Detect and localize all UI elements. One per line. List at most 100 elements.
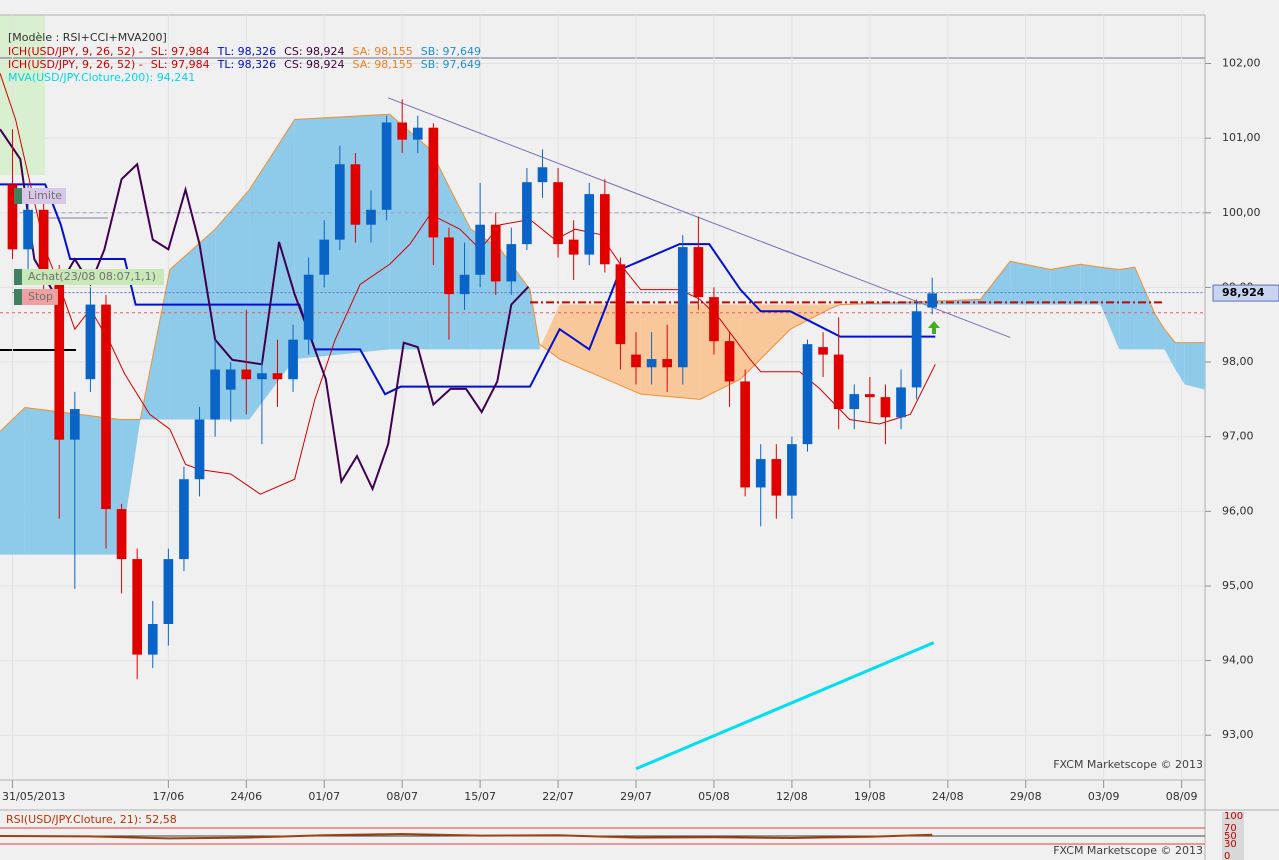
plot (0, 15, 1205, 780)
legend-entry: ICH(USD/JPY, 9, 26, 52) - (8, 45, 143, 58)
x-tick-label: 05/08 (698, 790, 730, 803)
order-box (14, 289, 58, 305)
candle-body (506, 244, 517, 282)
x-tick-label: 29/07 (620, 790, 652, 803)
candle-body (241, 369, 252, 380)
cloud-fill (740, 304, 791, 380)
y-tick-label: 97,00 (1222, 430, 1254, 443)
model-title: [Modèle : RSI+CCI+MVA200] (8, 31, 167, 44)
y-tick-label: 93,00 (1222, 728, 1254, 741)
cloud-fill (389, 114, 431, 350)
x-tick-label: 01/07 (308, 790, 340, 803)
candle-body (709, 297, 719, 342)
order-marker (14, 289, 22, 305)
candle-body (366, 209, 376, 225)
cloud-fill (24, 407, 121, 555)
watermark: FXCM Marketscope © 2013 (1053, 758, 1203, 771)
candle-body (210, 369, 220, 420)
legend-entry: MVA(USD/JPY.Cloture,200): 94,241 (8, 71, 195, 84)
candle-body (771, 459, 782, 496)
legend-entry: TL: 98,326 (217, 45, 277, 58)
cloud-fill (249, 119, 295, 420)
cloud-fill (0, 407, 25, 555)
candle-body (724, 341, 735, 382)
candle-body (319, 239, 330, 275)
candle-body (38, 209, 49, 285)
candle-body (880, 397, 891, 418)
indicator-line (635, 641, 935, 771)
candle-body (272, 373, 283, 380)
candle-body (147, 624, 158, 655)
legend-entry: SL: 97,984 (151, 58, 210, 71)
candle-body (490, 224, 501, 282)
x-tick-label: 24/06 (230, 790, 262, 803)
rsi-tick-label: 70 (1224, 823, 1237, 834)
candle-body (334, 164, 345, 240)
candle-body (163, 559, 174, 625)
order-label: Achat(23/08 08:07,1,1) (28, 270, 156, 283)
cloud-fill (1050, 264, 1081, 305)
x-tick-label: 19/08 (854, 790, 886, 803)
x-tick-label: 22/07 (542, 790, 574, 803)
candle-body (896, 387, 906, 418)
order-label: Stop (28, 290, 53, 303)
x-tick-label: 29/08 (1010, 790, 1042, 803)
cloud-edge (0, 113, 1205, 432)
x-tick-label: 08/09 (1166, 790, 1198, 803)
cloud-fill (450, 189, 471, 350)
cloud-fill (1175, 342, 1185, 385)
candle-body (257, 373, 267, 380)
cloud-fill (169, 229, 216, 420)
candle-body (537, 167, 548, 183)
candle-body (23, 209, 33, 250)
legend-row: MVA(USD/JPY.Cloture,200): 94,241 (8, 71, 195, 84)
legend-entry: TL: 98,326 (217, 58, 277, 71)
candle-body (833, 354, 844, 410)
order-box (14, 269, 164, 285)
order-box (14, 188, 66, 204)
order-marker (14, 188, 22, 204)
candle-body (412, 127, 423, 140)
candle-body (459, 274, 470, 295)
rsi-axis-box (1222, 812, 1244, 860)
rsi-tick-label: 50 (1224, 831, 1237, 842)
rsi-tick-label: 30 (1224, 839, 1237, 850)
legend-entry: CS: 98,924 (284, 45, 344, 58)
candle-body (381, 122, 392, 210)
candle-body (927, 293, 938, 308)
candle-body (179, 479, 189, 560)
candle-body (865, 394, 875, 398)
legend-entry: SA: 98,155 (353, 58, 413, 71)
candle-body (444, 237, 454, 295)
buy-arrow (928, 321, 940, 334)
candle-body (646, 359, 657, 368)
watermark: FXCM Marketscope © 2013 (1053, 844, 1203, 857)
candle-body (101, 304, 111, 510)
candle-body (755, 459, 766, 488)
order-label: Limite (28, 189, 62, 202)
candle-body (553, 182, 563, 245)
legend: ICH(USD/JPY, 9, 26, 52) - SL: 97,984 TL: 9… (8, 45, 481, 84)
price-tag (1212, 284, 1279, 302)
candle-body (911, 311, 922, 388)
candle-body (693, 247, 704, 298)
cloud-fill (790, 304, 830, 330)
x-tick-label: 15/07 (464, 790, 496, 803)
indicator-line (0, 183, 936, 396)
candle-body (288, 339, 298, 380)
candle-body (677, 247, 688, 368)
candle-body (132, 559, 143, 655)
x-tick-label: 08/07 (386, 790, 418, 803)
candle-body (7, 184, 18, 250)
rsi-line (0, 832, 933, 840)
cloud-fill (1100, 267, 1120, 350)
cloud-fill (539, 304, 560, 360)
candle-body (85, 304, 96, 380)
rsi-tick-label: 0 (1224, 851, 1230, 860)
candle-body (225, 369, 236, 390)
y-tick-label: 96,00 (1222, 504, 1254, 517)
cloud-fill (1184, 342, 1205, 390)
cloud-fill (1010, 261, 1051, 305)
candle-body (740, 381, 750, 488)
x-tick-label: 03/09 (1088, 790, 1120, 803)
